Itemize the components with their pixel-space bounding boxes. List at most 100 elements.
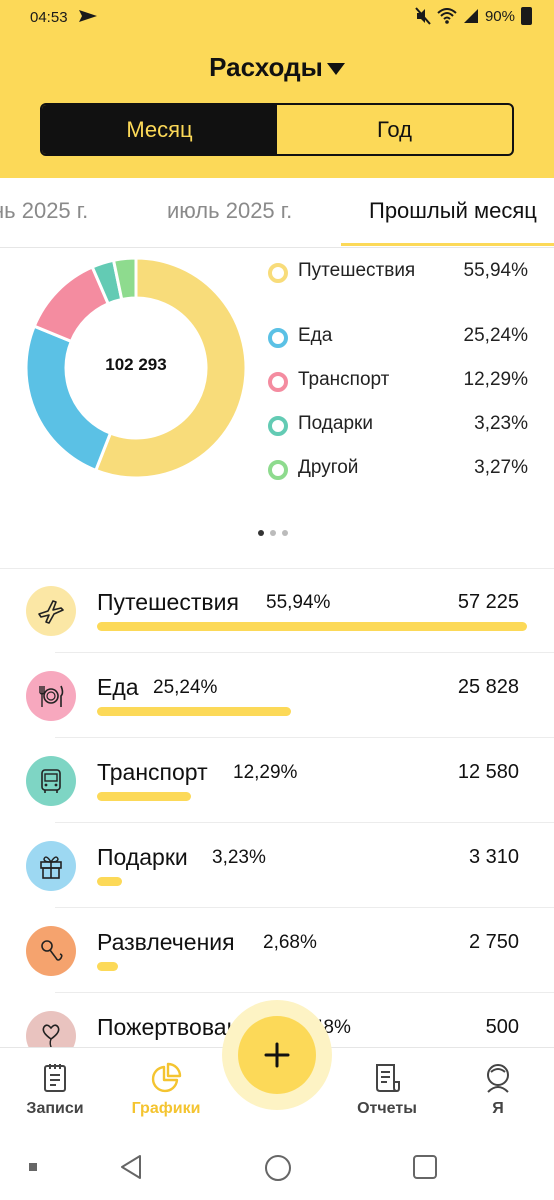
row-divider	[55, 737, 554, 738]
category-bar	[97, 877, 122, 886]
segment-year[interactable]: Год	[376, 116, 413, 142]
segment-month[interactable]: Месяц	[42, 105, 277, 154]
legend-item-food[interactable]: Еда 25,24%	[268, 325, 530, 357]
nav-charts-label: Графики	[131, 1100, 201, 1117]
tab-july-2025[interactable]: июль 2025 г.	[167, 198, 293, 223]
legend-percent: 12,29%	[463, 369, 528, 390]
airplane-icon	[26, 586, 76, 636]
recents-icon[interactable]	[28, 1162, 38, 1172]
category-amount: 500	[485, 1016, 519, 1038]
category-percent: 3,23%	[212, 847, 266, 868]
donut-slice-4[interactable]	[111, 257, 138, 302]
category-amount: 2 750	[468, 931, 519, 953]
category-bar	[97, 707, 291, 716]
category-amount: 57 225	[457, 591, 519, 613]
mute-icon	[415, 7, 431, 25]
donut-slice-0[interactable]	[93, 257, 247, 479]
legend-item-other[interactable]: Другой 3,27%	[268, 457, 530, 489]
legend-label: Транспорт	[298, 369, 390, 390]
category-name: Подарки	[97, 844, 188, 870]
pager-dot[interactable]	[258, 530, 264, 536]
nav-records[interactable]: Записи	[5, 1062, 105, 1132]
battery-icon	[521, 7, 532, 25]
category-percent: 55,94%	[266, 592, 331, 613]
legend-percent: 25,24%	[463, 325, 528, 346]
category-row-food[interactable]: Еда 25,24% 25 828	[0, 671, 554, 756]
pager-dot[interactable]	[282, 530, 288, 536]
profile-icon	[487, 1064, 509, 1093]
plus-icon	[264, 1042, 290, 1068]
status-right: 90%	[415, 7, 532, 25]
category-name: Транспорт	[97, 759, 208, 785]
pager-dot[interactable]	[270, 530, 276, 536]
category-percent: 2,68%	[263, 932, 317, 953]
category-name: Развлечения	[97, 929, 235, 955]
donut-chart[interactable]	[25, 257, 247, 479]
legend-marker-icon	[268, 416, 288, 436]
nav-reports-label: Отчеты	[357, 1100, 417, 1117]
caret-down-icon	[326, 63, 345, 75]
legend-marker-icon	[268, 263, 288, 283]
system-nav	[0, 1135, 554, 1200]
legend-label: Еда	[298, 325, 333, 346]
status-bar: 04:53 90%	[0, 0, 554, 36]
legend-item-transport[interactable]: Транспорт 12,29%	[268, 369, 530, 401]
legend-item-travel[interactable]: Путешествия 55,94%	[268, 260, 530, 292]
legend-label: Другой	[298, 457, 359, 478]
bus-icon	[26, 756, 76, 806]
signal-icon	[463, 9, 478, 23]
nav-profile[interactable]: Я	[448, 1062, 548, 1132]
row-divider	[55, 822, 554, 823]
legend-percent: 3,23%	[474, 413, 528, 434]
legend-marker-icon	[268, 328, 288, 348]
category-row-transport[interactable]: Транспорт 12,29% 12 580	[0, 756, 554, 841]
period-type-switch: Месяц Год	[40, 103, 514, 156]
category-percent: 25,24%	[153, 677, 218, 698]
nav-profile-label: Я	[492, 1100, 504, 1117]
legend-label: Путешествия	[298, 260, 416, 281]
legend-percent: 55,94%	[463, 260, 528, 281]
legend-percent: 3,27%	[474, 457, 528, 478]
page-title: Расходы	[209, 51, 323, 82]
legend-marker-icon	[268, 460, 288, 480]
active-tab-indicator	[341, 243, 554, 246]
category-amount: 12 580	[457, 761, 519, 783]
battery-percent: 90%	[484, 7, 515, 25]
add-record-button[interactable]	[238, 1016, 316, 1094]
category-name: Еда	[97, 674, 139, 700]
gift-icon	[26, 841, 76, 891]
home-icon[interactable]	[263, 1153, 293, 1183]
back-icon[interactable]	[116, 1152, 146, 1182]
row-divider	[55, 907, 554, 908]
status-time: 04:53	[30, 9, 68, 26]
section-divider	[0, 568, 554, 569]
period-tabs: нь 2025 г. июль 2025 г. Прошлый месяц	[0, 178, 554, 248]
donut-slice-1[interactable]	[25, 324, 113, 473]
category-bar	[97, 792, 191, 801]
title-dropdown[interactable]: Расходы	[0, 48, 554, 86]
category-name: Путешествия	[97, 589, 239, 615]
microphone-icon	[26, 926, 76, 976]
nav-reports[interactable]: Отчеты	[337, 1062, 437, 1132]
legend-label: Подарки	[298, 413, 373, 434]
chart-pager	[258, 530, 288, 536]
category-amount: 25 828	[457, 676, 519, 698]
category-percent: 12,29%	[233, 762, 298, 783]
nav-records-label: Записи	[26, 1100, 84, 1117]
tab-last-month[interactable]: Прошлый месяц	[369, 198, 537, 223]
legend-item-gifts[interactable]: Подарки 3,23%	[268, 413, 530, 445]
category-row-gifts[interactable]: Подарки 3,23% 3 310	[0, 841, 554, 926]
category-row-entertainment[interactable]: Развлечения 2,68% 2 750	[0, 926, 554, 1011]
nav-charts[interactable]: Графики	[116, 1062, 216, 1132]
overview-icon[interactable]	[411, 1153, 439, 1181]
send-icon	[79, 10, 97, 22]
category-row-travel[interactable]: Путешествия 55,94% 57 225	[0, 586, 554, 671]
tab-june-2025[interactable]: нь 2025 г.	[0, 198, 89, 223]
pie-chart-icon	[151, 1062, 182, 1093]
category-bar	[97, 622, 527, 631]
category-amount: 3 310	[468, 846, 519, 868]
wifi-icon	[437, 8, 457, 24]
donut-total: 102 293	[105, 355, 167, 374]
legend-marker-icon	[268, 372, 288, 392]
row-divider	[55, 992, 554, 993]
